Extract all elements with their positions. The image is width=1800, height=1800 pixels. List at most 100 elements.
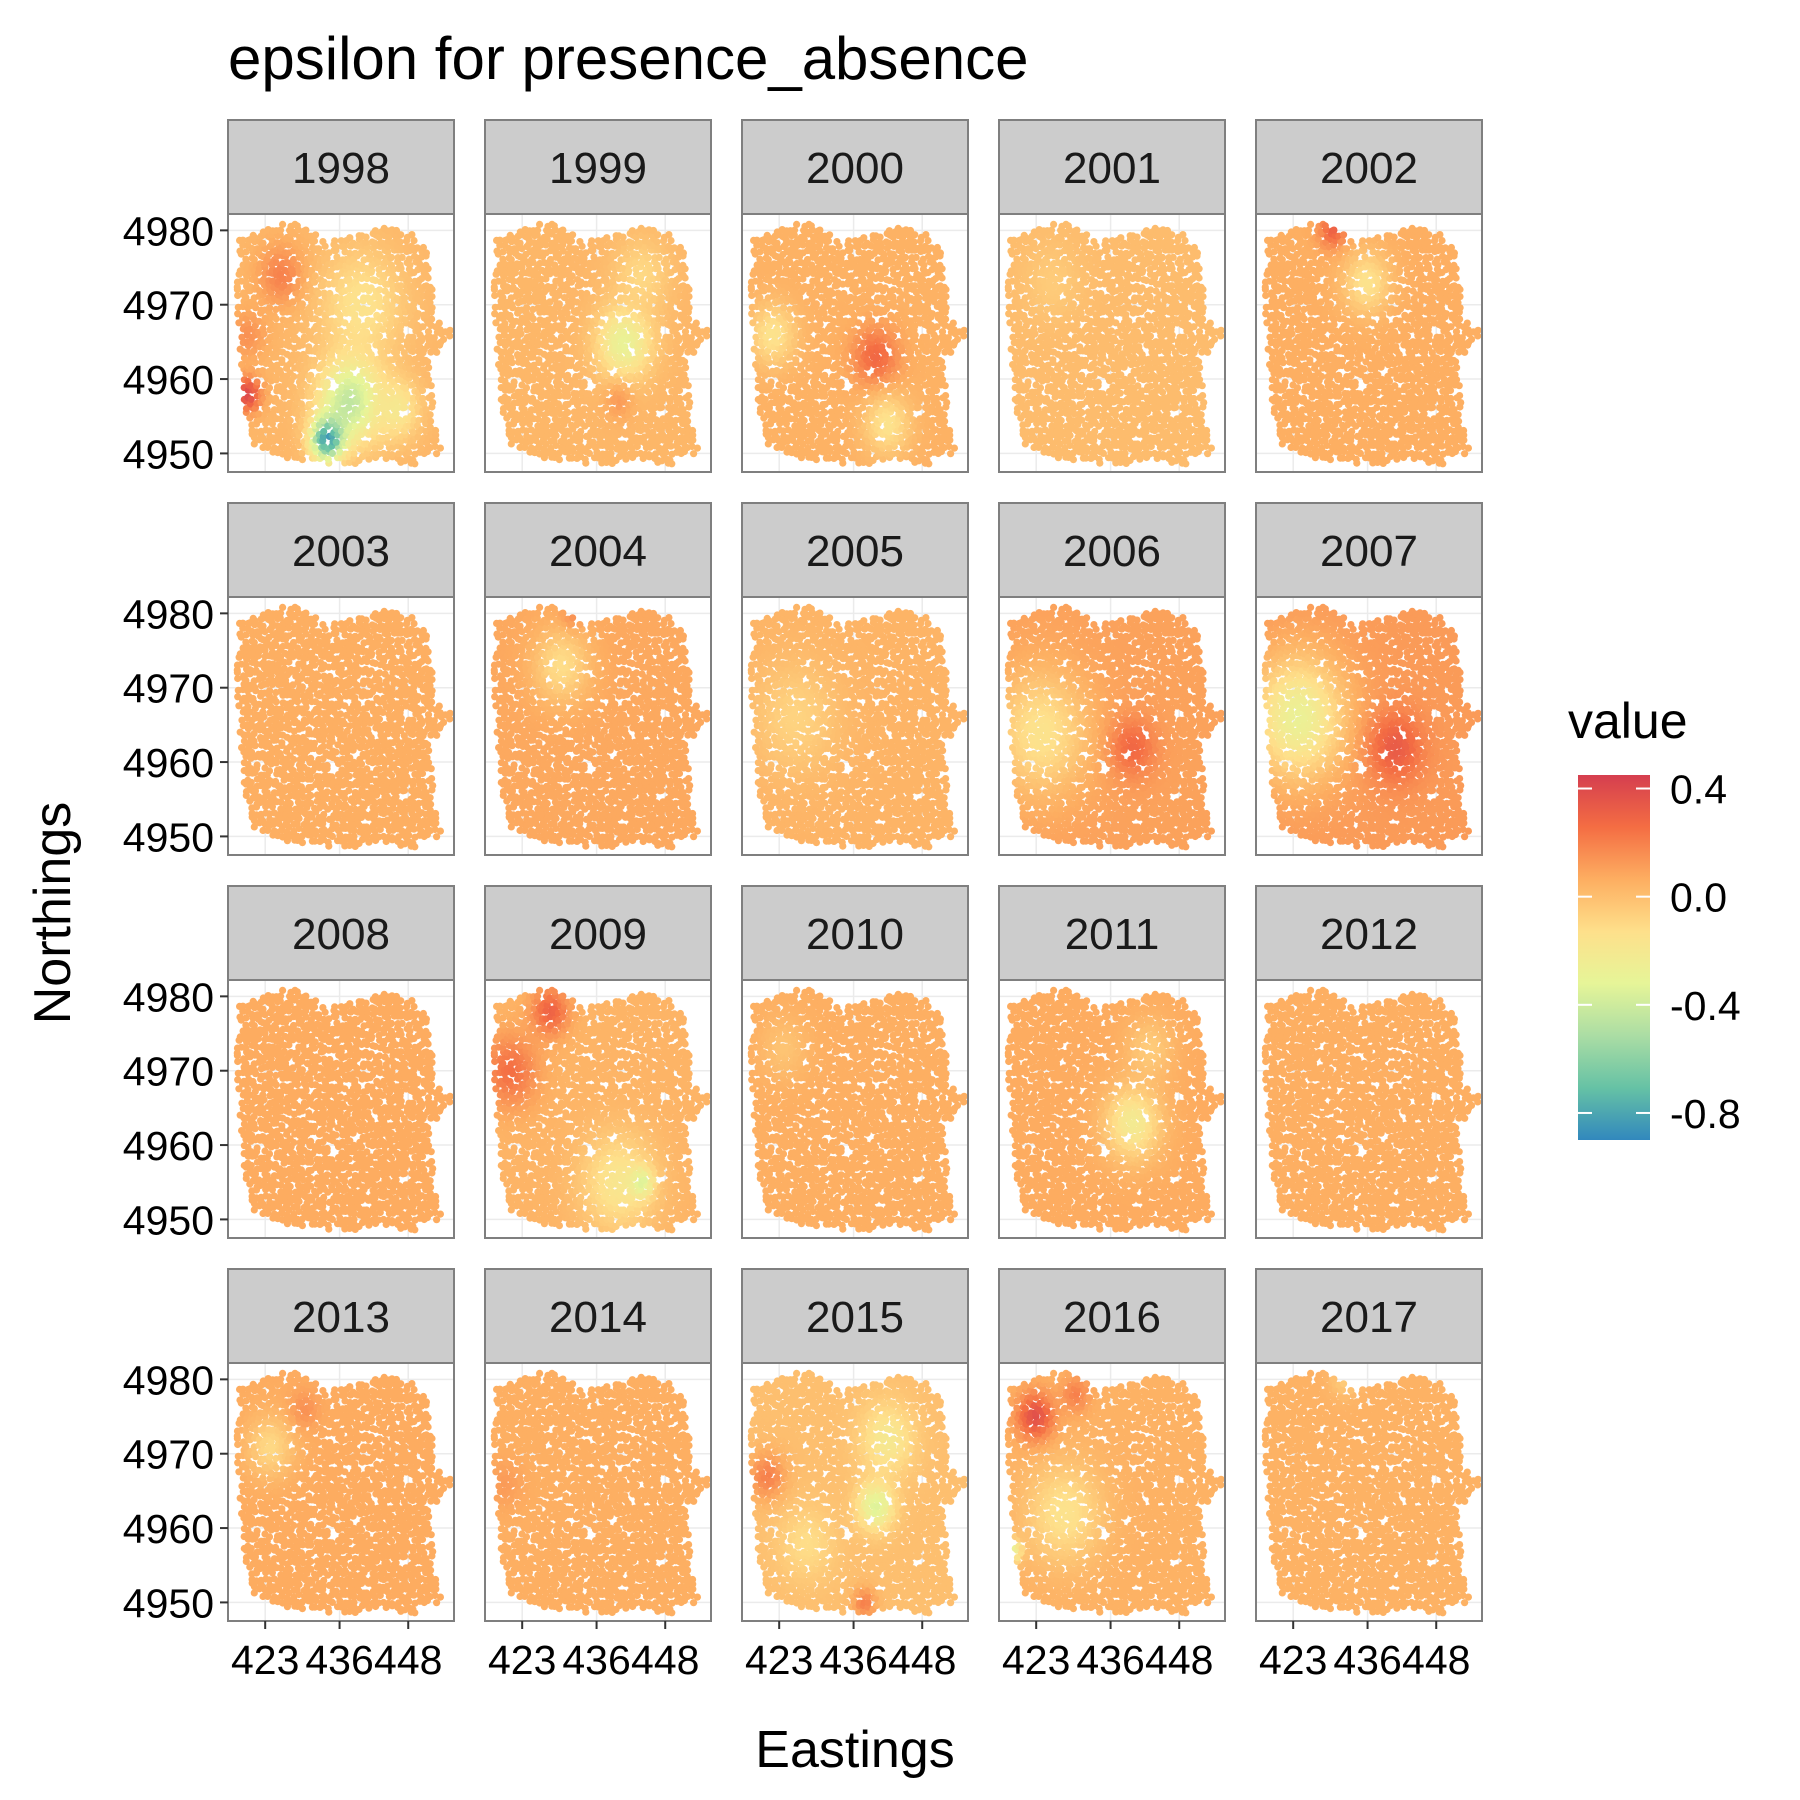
data-point: [375, 332, 383, 340]
facet-strip: [227, 119, 455, 215]
data-point: [703, 326, 711, 334]
data-point: [298, 456, 306, 464]
data-point: [239, 236, 247, 244]
data-point: [923, 456, 931, 464]
data-point: [250, 256, 258, 264]
data-point: [811, 400, 820, 408]
data-point: [405, 276, 413, 284]
data-point: [756, 255, 764, 263]
data-point: [272, 353, 280, 361]
data-point: [897, 410, 906, 418]
data-point: [902, 388, 910, 396]
data-point: [259, 434, 267, 442]
data-point: [901, 253, 910, 261]
data-point: [901, 363, 910, 371]
y-tick-label: 4960: [123, 357, 214, 403]
data-point: [398, 253, 406, 261]
data-point: [889, 250, 897, 258]
data-point: [838, 455, 846, 463]
data-point: [247, 395, 255, 403]
data-point: [685, 293, 693, 301]
data-point: [543, 416, 551, 425]
data-point: [919, 276, 927, 284]
data-point: [307, 408, 315, 417]
data-point: [559, 226, 567, 234]
data-point: [676, 394, 684, 403]
data-point: [906, 410, 914, 418]
data-point: [555, 300, 564, 308]
data-point: [576, 340, 584, 348]
data-point: [606, 356, 614, 364]
data-point: [242, 255, 250, 263]
data-point: [277, 422, 285, 430]
data-point: [250, 440, 258, 448]
data-point: [319, 238, 327, 246]
data-point: [912, 253, 920, 261]
data-point: [779, 384, 788, 392]
data-point: [644, 363, 653, 371]
data-point: [279, 220, 287, 228]
data-point: [777, 406, 785, 414]
data-point: [332, 438, 340, 446]
data-point: [401, 294, 409, 302]
data-point: [800, 416, 808, 425]
data-point: [428, 293, 436, 301]
data-point: [235, 319, 243, 327]
data-point: [272, 373, 280, 381]
data-point: [259, 239, 267, 247]
data-point: [554, 387, 563, 395]
data-point: [632, 293, 640, 301]
data-point: [773, 367, 781, 375]
data-point: [666, 333, 674, 341]
data-point: [640, 410, 649, 418]
data-point: [611, 317, 619, 325]
data-point: [507, 354, 515, 362]
data-point: [298, 300, 306, 308]
y-tick-label: 4980: [123, 208, 214, 254]
data-point: [593, 327, 602, 335]
data-point: [324, 455, 332, 463]
data-point: [686, 399, 694, 407]
data-point: [422, 261, 430, 269]
data-point: [276, 337, 284, 346]
data-point: [683, 411, 691, 419]
data-point: [910, 238, 918, 246]
data-point: [297, 387, 305, 395]
data-point: [410, 237, 418, 245]
data-point: [585, 390, 593, 398]
data-point: [773, 239, 781, 247]
data-point: [689, 426, 697, 435]
data-point: [644, 261, 653, 269]
data-point: [654, 282, 662, 290]
data-point: [833, 238, 841, 246]
data-point: [427, 382, 435, 390]
data-point: [419, 394, 427, 403]
data-point: [435, 319, 443, 327]
data-point: [336, 327, 345, 335]
data-point: [520, 406, 528, 414]
data-point: [345, 389, 353, 397]
data-point: [569, 231, 577, 239]
data-point: [850, 311, 858, 319]
data-point: [427, 417, 435, 425]
data-point: [351, 311, 359, 319]
facet-2000: 2000: [741, 119, 969, 473]
data-point: [422, 271, 430, 280]
data-point: [516, 239, 524, 247]
data-point: [653, 238, 661, 246]
data-point: [388, 388, 396, 396]
data-point: [825, 444, 833, 452]
data-point: [311, 444, 319, 452]
data-point: [510, 378, 518, 386]
data-point: [885, 227, 894, 235]
data-point: [439, 335, 448, 343]
data-point: [396, 238, 404, 246]
data-point: [397, 282, 405, 290]
data-point: [426, 283, 434, 291]
data-point: [250, 354, 258, 362]
data-point: [684, 382, 692, 390]
data-point: [807, 222, 815, 230]
data-point: [786, 315, 794, 323]
data-point: [901, 261, 910, 269]
